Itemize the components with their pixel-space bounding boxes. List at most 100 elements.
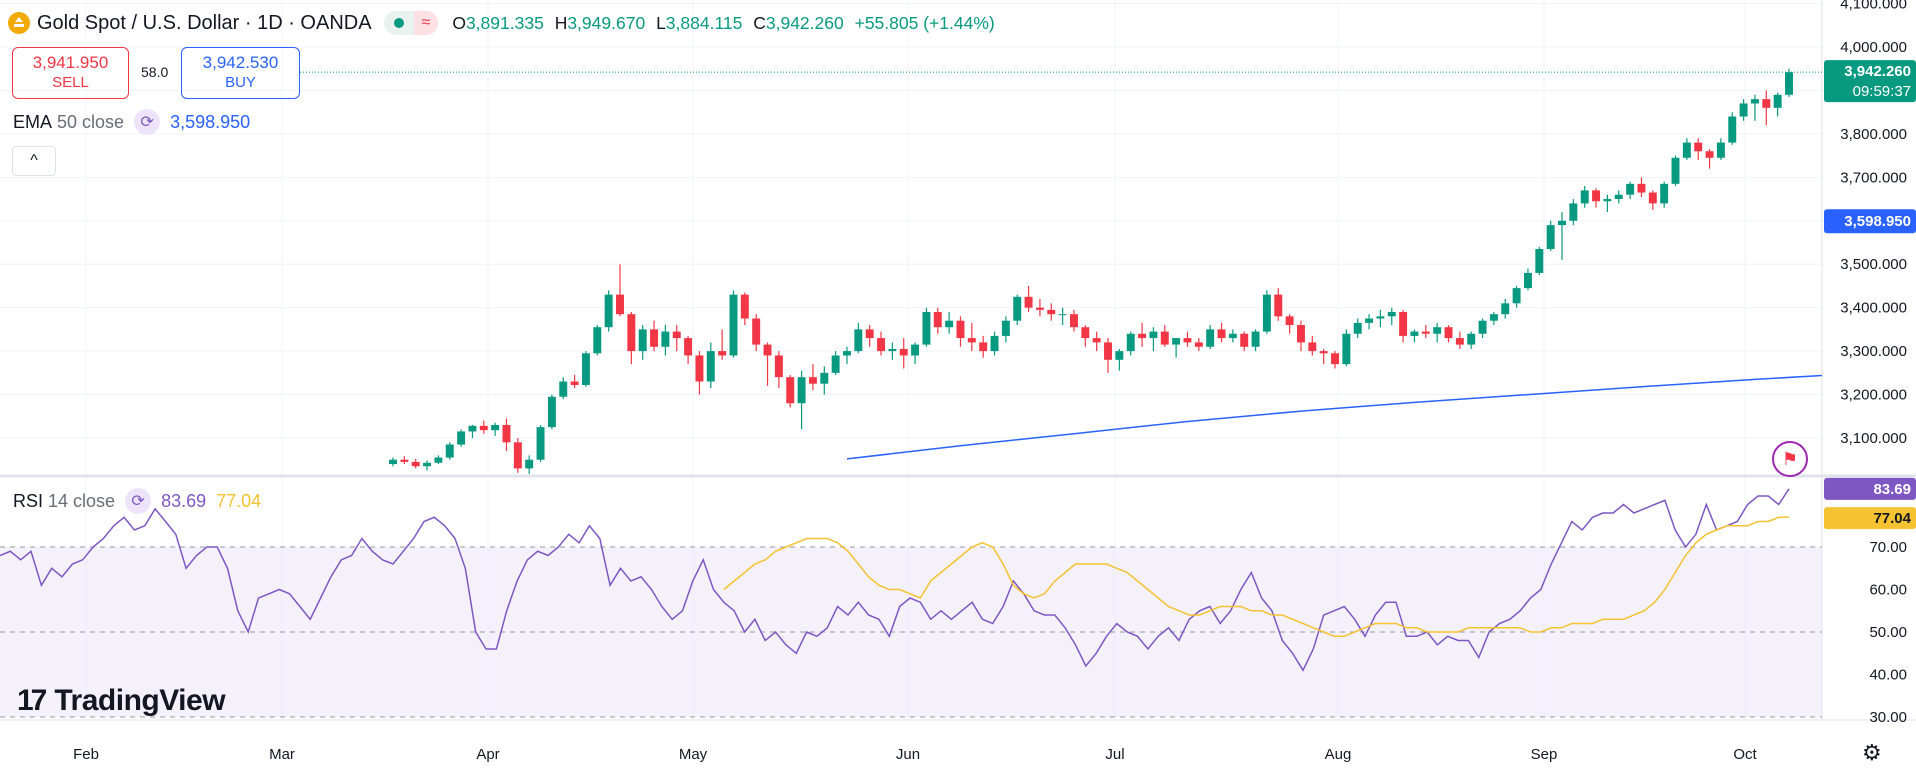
candle-body bbox=[729, 294, 738, 356]
candle-body bbox=[911, 344, 920, 356]
candle-body bbox=[888, 348, 897, 352]
time-tick-label: Feb bbox=[73, 746, 99, 763]
candle-body bbox=[990, 335, 999, 352]
candle-body bbox=[1217, 329, 1226, 339]
candle-body bbox=[899, 348, 908, 356]
rsi-value: 83.69 bbox=[161, 490, 207, 511]
candle-body bbox=[1172, 338, 1181, 345]
candle-body bbox=[774, 355, 783, 378]
us-flag-icon[interactable]: ⚑ bbox=[1772, 441, 1808, 477]
candle-body bbox=[1455, 338, 1464, 345]
candle-body bbox=[1240, 333, 1249, 347]
open-value: 3,891.335 bbox=[465, 12, 544, 33]
candle-body bbox=[933, 312, 942, 328]
candle-body bbox=[945, 320, 954, 328]
candle-body bbox=[684, 338, 693, 356]
watermark-text: TradingView bbox=[54, 684, 226, 717]
candle-body bbox=[1535, 249, 1544, 273]
candle-body bbox=[1126, 333, 1135, 352]
symbol-title[interactable]: Gold Spot / U.S. Dollar · 1D · OANDA bbox=[37, 11, 372, 34]
buy-button[interactable]: 3,942.530 BUY bbox=[181, 47, 300, 99]
rsi-tick-label: 70.00 bbox=[1869, 539, 1907, 556]
candle-body bbox=[1081, 327, 1090, 339]
candle-body bbox=[638, 329, 647, 352]
gear-icon[interactable]: ⚙ bbox=[1862, 740, 1882, 765]
price-tick-label: 3,300.000 bbox=[1840, 343, 1907, 360]
candle-body bbox=[1762, 99, 1771, 108]
time-axis[interactable]: Feb Mar Apr May Jun Jul Aug Sep Oct bbox=[73, 746, 1757, 763]
countdown-text: 09:59:37 bbox=[1853, 83, 1911, 100]
candle-body bbox=[434, 457, 443, 463]
candle-body bbox=[1047, 309, 1056, 315]
tradingview-logo[interactable]: 17 TradingView bbox=[17, 684, 226, 718]
candle-body bbox=[752, 318, 761, 345]
candle-body bbox=[1331, 353, 1339, 365]
candle-body bbox=[1001, 320, 1010, 336]
candle-body bbox=[786, 377, 795, 404]
ema-line bbox=[846, 374, 1822, 460]
symbol-header: Gold Spot / U.S. Dollar · 1D · OANDA ≈ O… bbox=[8, 9, 995, 37]
candle-body bbox=[1285, 316, 1294, 326]
candle-body bbox=[1035, 307, 1044, 310]
time-tick-label: Jul bbox=[1105, 746, 1124, 763]
rsi-tag-text: 83.69 bbox=[1873, 481, 1911, 498]
candle-body bbox=[445, 444, 454, 458]
candle-body bbox=[389, 459, 397, 465]
candle-body bbox=[1694, 142, 1703, 152]
candle-body bbox=[513, 442, 522, 469]
rsi-axis[interactable]: 30.00 40.00 50.00 60.00 70.00 bbox=[1869, 539, 1907, 726]
candle-body bbox=[1546, 225, 1555, 250]
candle-body bbox=[525, 459, 534, 469]
candle-body bbox=[423, 462, 432, 467]
candle-body bbox=[581, 353, 590, 385]
rsi-tick-label: 40.00 bbox=[1869, 667, 1907, 684]
candle-body bbox=[479, 425, 488, 431]
candle-body bbox=[457, 431, 466, 445]
candle-body bbox=[672, 331, 681, 339]
candle-body bbox=[1058, 314, 1067, 316]
candle-body bbox=[1501, 303, 1510, 315]
price-tick-label: 4,100.000 bbox=[1840, 0, 1907, 13]
candle-body bbox=[1648, 192, 1657, 204]
candle-body bbox=[797, 377, 806, 404]
rsi-tag bbox=[1824, 477, 1916, 500]
time-tick-label: Apr bbox=[476, 746, 499, 763]
rsi-legend[interactable]: RSI 14 close ⟳ 83.69 77.04 bbox=[13, 488, 261, 514]
price-tick-label: 3,400.000 bbox=[1840, 300, 1907, 317]
candle-body bbox=[547, 396, 556, 428]
high-value: 3,949.670 bbox=[567, 12, 646, 33]
candle-body bbox=[1296, 325, 1305, 343]
candle-body bbox=[1387, 312, 1396, 317]
ema-legend[interactable]: EMA 50 close ⟳ 3,598.950 bbox=[13, 109, 250, 135]
low-value: 3,884.115 bbox=[665, 12, 743, 33]
time-tick-label: Aug bbox=[1325, 746, 1352, 763]
collapse-legend-button[interactable]: ^ bbox=[12, 146, 56, 176]
candle-body bbox=[1160, 331, 1169, 345]
candle-body bbox=[1024, 296, 1033, 308]
candle-body bbox=[661, 331, 670, 347]
candle-body bbox=[616, 294, 624, 315]
candle-body bbox=[1785, 72, 1793, 95]
candle-body bbox=[1489, 314, 1498, 321]
candle-body bbox=[1138, 333, 1147, 339]
candle-body bbox=[1728, 116, 1737, 143]
refresh-icon[interactable]: ⟳ bbox=[125, 488, 152, 514]
refresh-icon[interactable]: ⟳ bbox=[134, 109, 161, 135]
candle-body bbox=[1592, 190, 1601, 202]
candle-body bbox=[1682, 142, 1691, 158]
sell-label: SELL bbox=[52, 74, 89, 91]
sell-button[interactable]: 3,941.950 SELL bbox=[12, 47, 129, 99]
candle-body bbox=[502, 424, 511, 443]
candle-body bbox=[763, 344, 772, 356]
spread-value: 58.0 bbox=[141, 64, 169, 80]
candle-body bbox=[1353, 322, 1362, 334]
candle-body bbox=[831, 355, 840, 373]
candle-body bbox=[1523, 272, 1532, 289]
rsi-ma-tag bbox=[1824, 507, 1916, 530]
candle-body bbox=[706, 351, 715, 382]
market-status-pill[interactable]: ≈ bbox=[383, 11, 439, 35]
candle-body bbox=[865, 329, 874, 339]
sell-price: 3,941.950 bbox=[32, 53, 109, 72]
candle-body bbox=[1603, 199, 1612, 202]
